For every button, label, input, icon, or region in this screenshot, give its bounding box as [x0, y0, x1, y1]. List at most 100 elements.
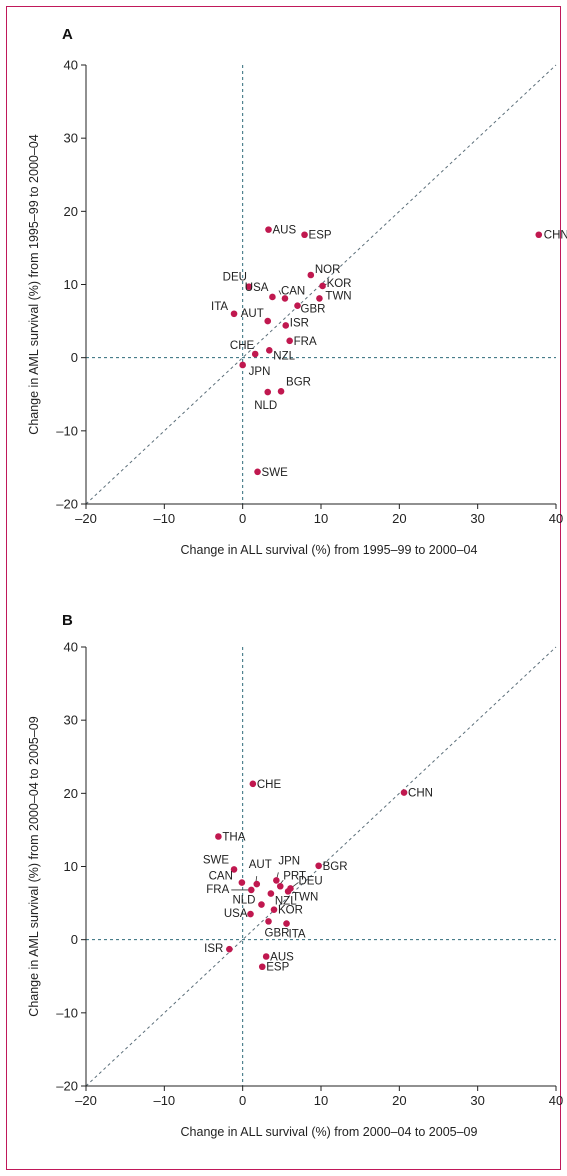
y-tick-label: 40 [64, 640, 78, 655]
data-point-gbr [294, 302, 301, 310]
x-tick-label: 20 [392, 1093, 406, 1108]
data-point-can [238, 879, 246, 886]
data-point-che [249, 780, 257, 788]
panel-letter-b: B [62, 612, 73, 629]
data-point-swe [230, 866, 238, 873]
y-tick-label: –20 [56, 1079, 78, 1094]
x-tick-label: 0 [239, 1093, 246, 1108]
y-tick-label: –20 [56, 497, 78, 512]
point-label-isr: ISR [204, 943, 223, 955]
point-label-isr: ISR [290, 317, 309, 329]
point-label-jpn: JPN [278, 855, 300, 867]
point-label-gbr: GBR [265, 927, 290, 939]
point-label-nzl: NZL [273, 350, 295, 362]
data-point-prt [276, 882, 284, 890]
data-point-bgr [277, 388, 285, 395]
point-label-kor: KOR [278, 905, 303, 917]
point-label-prt: PRT [283, 870, 306, 882]
y-tick-label: 10 [64, 859, 78, 874]
identity-line [85, 646, 557, 1087]
point-label-bgr: BGR [323, 861, 348, 873]
data-point-aus [265, 226, 272, 233]
x-tick-label: 30 [470, 511, 484, 526]
point-label-aut: AUT [249, 859, 272, 871]
data-point-nzl [267, 890, 275, 897]
point-label-usa: USA [224, 908, 248, 920]
x-tick-label: –10 [153, 511, 175, 526]
data-point-nzl [266, 347, 273, 354]
point-label-can: CAN [281, 285, 305, 297]
point-label-tha: THA [222, 832, 245, 844]
data-point-isr [226, 945, 233, 953]
data-point-bgr [315, 862, 322, 870]
data-point-jpn [239, 361, 246, 369]
point-label-aut: AUT [241, 308, 264, 320]
identity-line [85, 64, 557, 505]
y-tick-label: 30 [64, 131, 78, 146]
point-label-esp: ESP [309, 230, 332, 242]
data-point-nld [264, 388, 272, 396]
x-tick-label: 40 [549, 511, 563, 526]
data-point-kor [319, 282, 326, 290]
data-point-usa [247, 910, 254, 918]
x-tick-label: 0 [239, 511, 246, 526]
data-point-swe [254, 468, 261, 476]
panel-letter-a: A [62, 26, 73, 43]
point-label-twn: TWN [292, 891, 318, 903]
data-point-isr [282, 322, 290, 329]
data-point-gbr [265, 918, 272, 925]
data-point-che [251, 350, 259, 358]
point-label-chn: CHN [408, 788, 433, 800]
y-tick-label: 0 [71, 350, 78, 365]
data-point-kor [270, 906, 278, 913]
data-point-fra [286, 337, 293, 345]
x-tick-label: –20 [75, 511, 97, 526]
x-tick-label: –10 [153, 1093, 175, 1108]
leader-line-can [278, 290, 282, 295]
y-tick-label: 20 [64, 204, 78, 219]
point-label-aus: AUS [270, 951, 294, 963]
point-label-deu: DEU [298, 875, 322, 887]
point-label-jpn: JPN [249, 366, 271, 378]
point-label-kor: KOR [327, 278, 352, 290]
data-point-esp [258, 963, 266, 971]
point-label-chn: CHN [544, 230, 567, 242]
point-label-gbr: GBR [301, 304, 326, 316]
point-label-esp: ESP [266, 962, 289, 974]
point-label-deu: DEU [223, 272, 247, 284]
x-tick-label: 40 [549, 1093, 563, 1108]
data-point-can [281, 295, 289, 302]
point-label-nor: NOR [315, 264, 341, 276]
x-tick-label: 10 [314, 1093, 328, 1108]
data-point-aut [253, 880, 261, 888]
data-point-twn [284, 888, 292, 895]
data-point-chn [400, 789, 408, 796]
point-label-bgr: BGR [286, 376, 311, 388]
data-point-ita [283, 920, 290, 927]
x-tick-label: –20 [75, 1093, 97, 1108]
data-point-tha [215, 833, 222, 840]
x-tick-label: 20 [392, 511, 406, 526]
point-label-nld: NLD [232, 895, 255, 907]
y-tick-label: 0 [71, 932, 78, 947]
x-axis-label: Change in ALL survival (%) from 2000–04 … [181, 1125, 478, 1139]
data-point-nor [307, 271, 315, 279]
y-tick-label: –10 [56, 1005, 78, 1020]
data-point-aus [262, 953, 270, 960]
data-point-esp [301, 231, 308, 239]
point-label-aus: AUS [273, 225, 297, 237]
point-label-fra: FRA [206, 884, 229, 896]
data-point-jpn [273, 877, 280, 884]
data-point-ita [230, 310, 238, 318]
x-tick-label: 10 [314, 511, 328, 526]
y-tick-label: 10 [64, 277, 78, 292]
y-tick-label: 20 [64, 786, 78, 801]
y-axis-label: Change in AML survival (%) from 2000–04 … [27, 716, 41, 1016]
point-label-swe: SWE [203, 854, 230, 866]
point-label-fra: FRA [294, 336, 317, 348]
data-point-chn [535, 231, 543, 239]
point-label-twn: TWN [325, 290, 351, 302]
y-tick-label: –10 [56, 423, 78, 438]
figure-frame [6, 6, 561, 1170]
